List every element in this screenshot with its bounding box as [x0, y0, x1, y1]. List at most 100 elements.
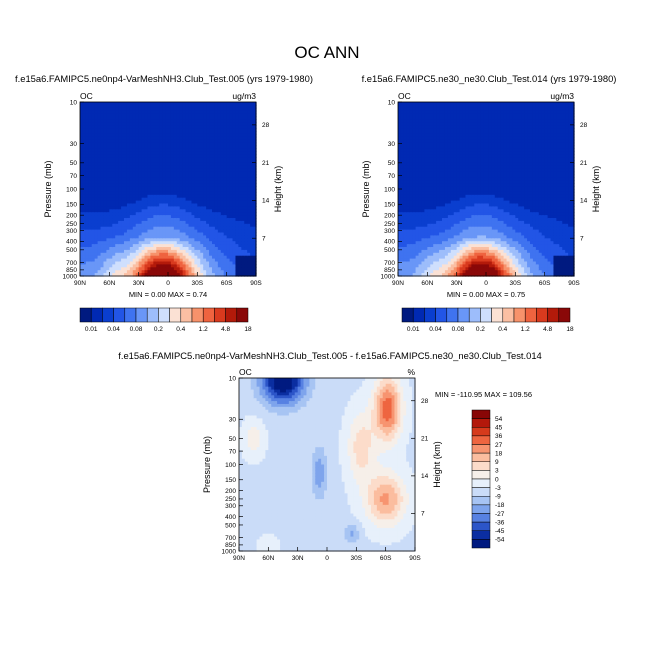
- field-cell: [403, 255, 408, 260]
- field-cell: [415, 154, 420, 158]
- field-cell: [418, 194, 423, 199]
- field-cell: [459, 128, 464, 132]
- field-cell: [197, 116, 201, 120]
- field-cell: [168, 238, 172, 242]
- field-cell: [223, 180, 228, 184]
- field-cell: [103, 110, 107, 115]
- field-cell: [223, 171, 228, 176]
- field-cell: [415, 171, 420, 176]
- field-cell: [238, 258, 242, 263]
- field-cell: [197, 203, 201, 207]
- field-cell: [173, 189, 178, 193]
- field-cell: [85, 136, 90, 141]
- field-cell: [421, 139, 425, 144]
- field-cell: [182, 247, 187, 251]
- field-cell: [217, 258, 222, 263]
- field-cell: [197, 226, 201, 231]
- field-cell: [129, 139, 134, 144]
- field-cell: [94, 180, 99, 184]
- field-cell: [129, 186, 134, 190]
- field-cell: [415, 264, 420, 268]
- field-cell: [138, 133, 143, 138]
- field-cell: [212, 215, 216, 219]
- field-cell: [436, 142, 440, 147]
- field-cell: [112, 223, 116, 228]
- field-cell: [194, 162, 198, 167]
- field-cell: [235, 139, 239, 144]
- field-cell: [427, 154, 431, 158]
- field-cell: [444, 191, 449, 196]
- field-cell: [400, 148, 405, 152]
- field-cell: [85, 104, 90, 109]
- field-cell: [406, 133, 411, 138]
- field-cell: [150, 191, 154, 196]
- field-cell: [147, 119, 151, 123]
- field-cell: [191, 249, 195, 254]
- field-cell: [97, 229, 102, 234]
- field-cell: [153, 128, 157, 132]
- field-cell: [250, 223, 254, 228]
- field-cell: [253, 200, 257, 205]
- field-cell: [235, 235, 239, 239]
- field-cell: [132, 273, 137, 277]
- field-cell: [129, 267, 134, 271]
- field-cell: [400, 258, 405, 263]
- field-cell: [241, 174, 245, 178]
- field-cell: [188, 151, 193, 155]
- field-cell: [82, 235, 87, 239]
- field-cell: [118, 116, 122, 120]
- field-cell: [156, 113, 160, 118]
- field-cell: [415, 180, 420, 184]
- field-cell: [241, 119, 245, 123]
- field-cell: [135, 235, 140, 239]
- field-cell: [398, 122, 402, 126]
- field-cell: [191, 226, 195, 231]
- field-cell: [398, 142, 402, 147]
- field-cell: [191, 104, 195, 109]
- field-cell: [436, 125, 440, 129]
- field-cell: [223, 177, 228, 181]
- field-cell: [403, 136, 408, 141]
- field-cell: [179, 177, 184, 181]
- field-cell: [232, 136, 237, 141]
- field-cell: [100, 157, 105, 161]
- field-cell: [147, 180, 151, 184]
- field-cell: [156, 244, 160, 248]
- field-cell: [179, 189, 184, 193]
- field-cell: [185, 220, 190, 225]
- field-cell: [162, 261, 166, 265]
- field-cell: [250, 229, 254, 234]
- field-cell: [109, 270, 113, 274]
- field-cell: [153, 177, 157, 181]
- field-cell: [223, 223, 228, 228]
- field-cell: [97, 218, 102, 222]
- field-cell: [153, 151, 157, 155]
- field-cell: [141, 125, 146, 129]
- field-cell: [115, 165, 119, 170]
- field-cell: [168, 270, 172, 274]
- field-cell: [244, 215, 248, 219]
- field-cell: [424, 189, 428, 193]
- field-cell: [106, 102, 110, 106]
- field-cell: [430, 168, 434, 173]
- field-cell: [223, 104, 228, 109]
- field-cell: [100, 119, 105, 123]
- field-cell: [85, 241, 90, 245]
- field-cell: [85, 128, 90, 132]
- field-cell: [170, 206, 175, 210]
- field-cell: [436, 171, 440, 176]
- field-cell: [400, 104, 405, 109]
- field-cell: [409, 223, 414, 228]
- field-cell: [209, 264, 213, 268]
- field-cell: [126, 171, 131, 176]
- field-cell: [235, 119, 239, 123]
- field-cell: [450, 133, 455, 138]
- field-cell: [176, 151, 181, 155]
- field-cell: [135, 261, 140, 265]
- field-cell: [418, 116, 423, 120]
- field-cell: [406, 258, 411, 263]
- field-cell: [191, 151, 195, 155]
- field-cell: [447, 191, 452, 196]
- field-cell: [229, 189, 234, 193]
- field-cell: [176, 125, 181, 129]
